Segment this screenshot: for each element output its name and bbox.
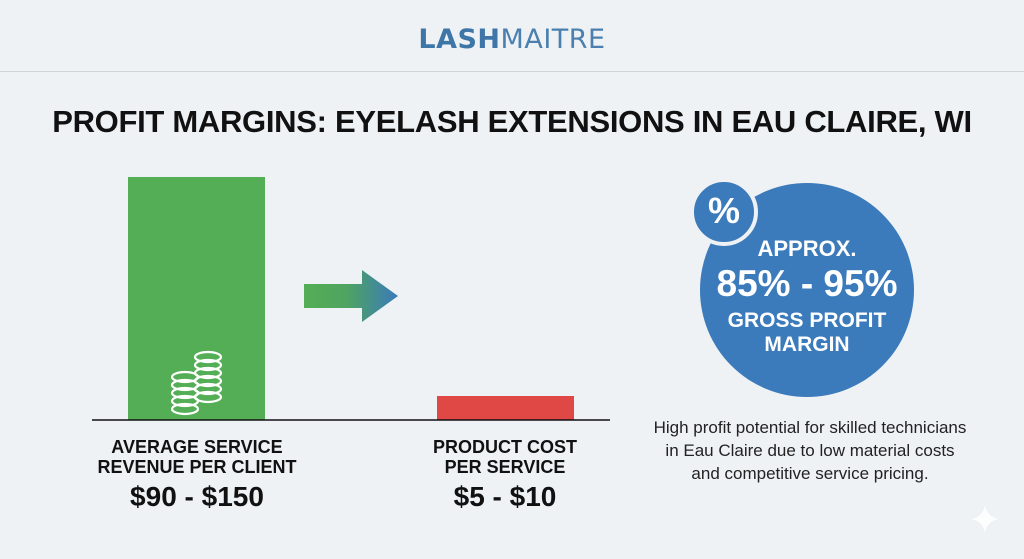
coin — [170, 378, 200, 392]
category-label-cost: PRODUCT COST PER SERVICE — [433, 437, 577, 477]
arrow-right-icon — [304, 270, 398, 322]
note-text: High profit potential for skilled techni… — [653, 418, 967, 483]
margin-caption: GROSS PROFIT MARGIN — [727, 309, 887, 356]
category-label-revenue: AVERAGE SERVICE REVENUE PER CLIENT — [97, 437, 297, 477]
coin — [170, 394, 200, 408]
coin — [170, 386, 200, 400]
value-label-cost: $5 - $10 — [453, 481, 557, 512]
percent-icon: % — [690, 178, 758, 246]
value-label-revenue: $90 - $150 — [130, 481, 264, 512]
margin-value: 85% - 95% — [716, 263, 898, 304]
coin — [193, 350, 223, 364]
logo: LASHMAITRE — [418, 24, 606, 55]
coins-icon — [170, 350, 223, 416]
bar-1 — [437, 396, 574, 420]
coin — [193, 358, 223, 372]
margin-approx: APPROX. — [757, 236, 857, 261]
coin — [170, 370, 200, 384]
divider — [0, 71, 1024, 72]
page-title: PROFIT MARGINS: EYELASH EXTENSIONS IN EA… — [52, 104, 972, 139]
sparkle-icon — [971, 505, 999, 533]
coin — [170, 402, 200, 416]
